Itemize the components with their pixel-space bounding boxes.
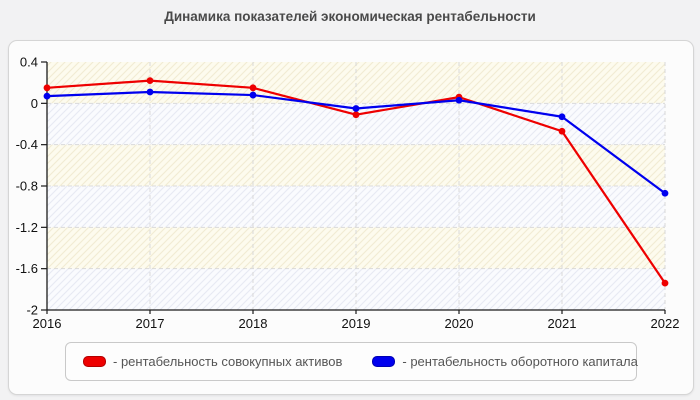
chart-legend: - рентабельность совокупных активов - ре… — [65, 342, 638, 381]
chart-panel: 0.4 0 -0.4 -0.8 -1.2 -1.6 -2 2016 2017 2018 2019 20… — [8, 40, 694, 395]
data-point-0-2 — [249, 84, 257, 92]
y-tick-label: -0.8 — [16, 179, 38, 194]
data-point-0-3 — [352, 111, 360, 119]
legend-item-working-capital: - рентабельность оборотного капитала — [372, 354, 638, 369]
x-tick-label: 2020 — [445, 316, 474, 331]
x-tick-label: 2022 — [651, 316, 680, 331]
data-point-1-3 — [352, 105, 360, 112]
legend-label: - рентабельность совокупных активов — [113, 354, 343, 369]
data-point-1-1 — [146, 88, 154, 96]
legend-item-total-assets: - рентабельность совокупных активов — [83, 354, 342, 369]
y-tick-label: -1.2 — [16, 220, 38, 235]
data-point-0-0 — [43, 84, 51, 92]
x-tick-label: 2019 — [342, 316, 371, 331]
data-point-1-0 — [43, 92, 51, 100]
data-point-1-4 — [455, 96, 463, 104]
data-point-0-1 — [146, 77, 154, 84]
x-tick-label: 2016 — [33, 316, 62, 331]
legend-label: - рентабельность оборотного капитала — [402, 354, 638, 369]
y-tick-label: -2 — [26, 303, 38, 318]
y-tick-label: 0 — [31, 96, 38, 111]
data-point-1-6 — [661, 189, 669, 197]
data-point-0-6 — [661, 279, 669, 287]
y-tick-label: 0.4 — [20, 55, 38, 70]
x-tick-label: 2018 — [239, 316, 268, 331]
x-tick-label: 2017 — [136, 316, 165, 331]
legend-swatch-red — [83, 356, 106, 367]
data-point-1-5 — [558, 113, 566, 121]
x-tick-label: 2021 — [548, 316, 577, 331]
y-tick-label: -0.4 — [16, 137, 38, 152]
page-title: Динамика показателей экономическая рента… — [164, 9, 536, 24]
plot-band — [47, 144, 665, 186]
data-point-0-5 — [558, 127, 566, 135]
plot-band — [47, 186, 665, 228]
data-point-1-2 — [249, 91, 257, 99]
legend-swatch-blue — [372, 356, 396, 367]
y-tick-label: -1.6 — [16, 261, 38, 276]
